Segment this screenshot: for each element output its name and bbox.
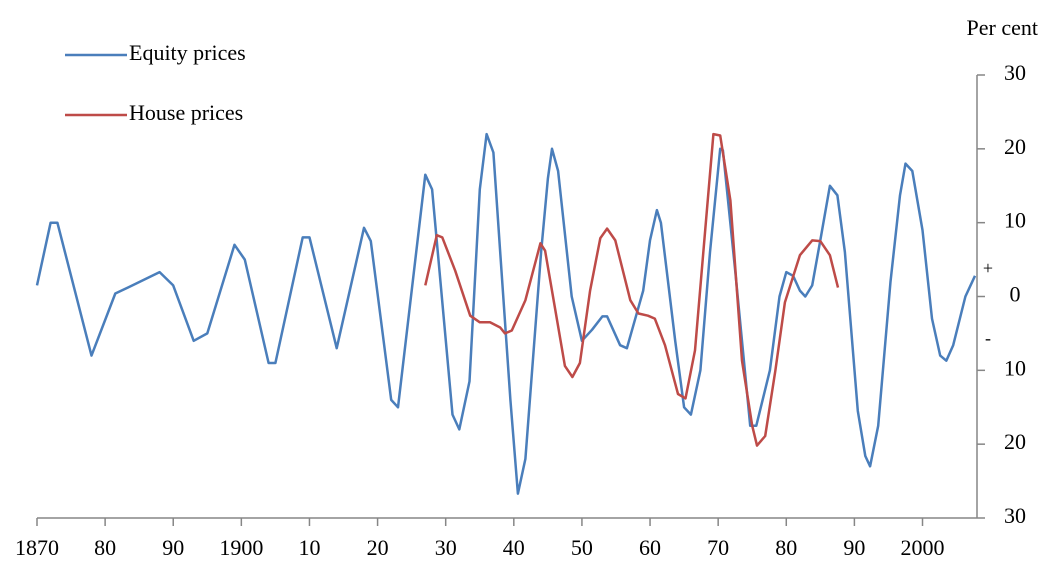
y-tick-label: 10	[1004, 355, 1026, 380]
series-line	[424, 132, 840, 447]
series-line	[35, 132, 977, 495]
x-tick-label: 90	[843, 535, 865, 560]
x-tick-label: 40	[503, 535, 525, 560]
x-tick-label: 20	[367, 535, 389, 560]
y-tick-label: 10	[1004, 208, 1026, 233]
x-tick-label: 80	[94, 535, 116, 560]
y-tick-label: 20	[1004, 134, 1026, 159]
x-tick-label: 80	[775, 535, 797, 560]
x-tick-label: 60	[639, 535, 661, 560]
legend-label: House prices	[129, 100, 243, 125]
y-axis-label: Per cent	[967, 15, 1038, 40]
x-tick-label: 1870	[15, 535, 59, 560]
x-tick-label: 10	[298, 535, 320, 560]
y-tick-label: 30	[1004, 503, 1026, 528]
x-tick-label: 2000	[901, 535, 945, 560]
y-tick-label: 20	[1004, 429, 1026, 454]
positive-annotation: +	[983, 258, 993, 278]
x-tick-label: 50	[571, 535, 593, 560]
y-tick-label: 0	[1010, 282, 1021, 307]
legend-label: Equity prices	[129, 40, 246, 65]
x-tick-label: 70	[707, 535, 729, 560]
negative-annotation: -	[985, 328, 991, 348]
y-tick-label: 30	[1004, 60, 1026, 85]
x-tick-label: 90	[162, 535, 184, 560]
x-tick-label: 30	[435, 535, 457, 560]
x-tick-label: 1900	[219, 535, 263, 560]
